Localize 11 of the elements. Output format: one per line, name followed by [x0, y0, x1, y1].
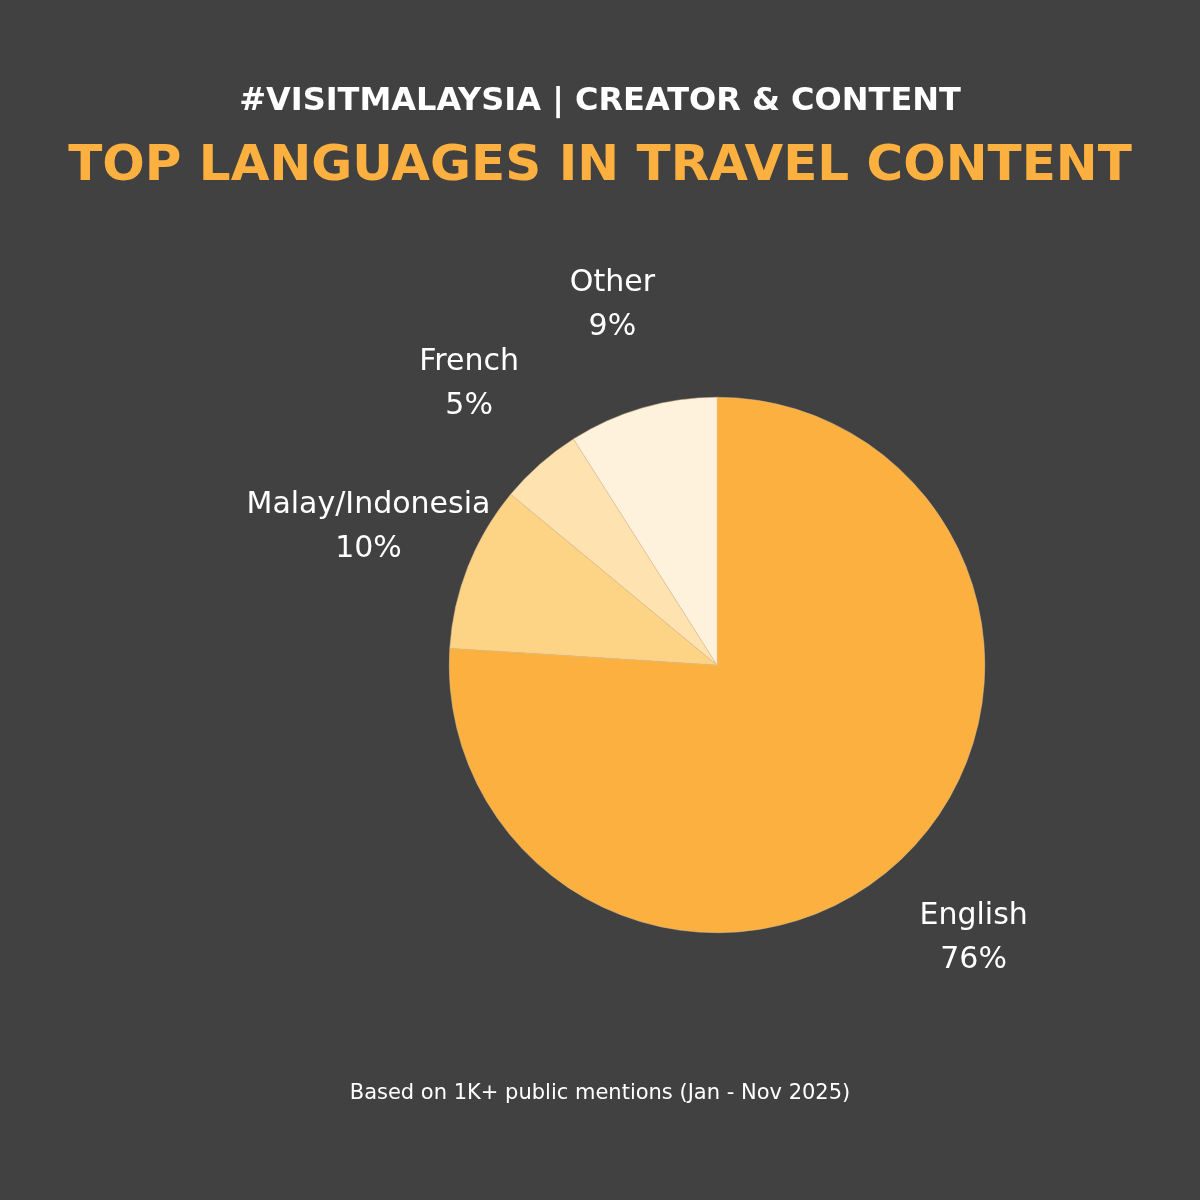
data-label: 9%	[588, 306, 637, 342]
slice-label: Other	[569, 262, 656, 298]
data-label: 5%	[445, 385, 493, 421]
slice-label: Malay/Indonesia	[246, 484, 491, 520]
slice-label: French	[419, 341, 519, 377]
data-label: 10%	[335, 528, 402, 564]
chart-subtitle: #VISITMALAYSIA | CREATOR & CONTENT	[238, 80, 962, 118]
chart-title: TOP LANGUAGES IN TRAVEL CONTENT	[67, 134, 1133, 192]
slice-label: English	[919, 896, 1028, 932]
data-label: 76%	[940, 940, 1007, 976]
text: Based on 1K+ public mentions (Jan - Nov 2025)	[348, 1080, 852, 1104]
